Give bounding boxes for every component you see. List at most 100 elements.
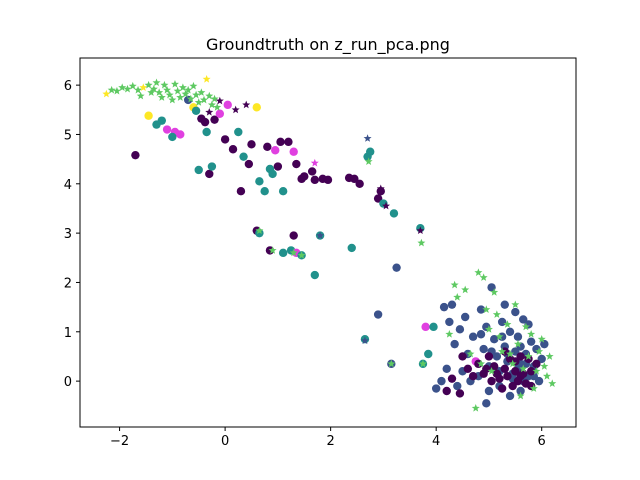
scatter-point-star (139, 83, 148, 91)
scatter-point-star (487, 367, 496, 375)
scatter-point-star (387, 359, 396, 368)
scatter-point-star (202, 75, 211, 83)
scatter-point-circle (492, 352, 502, 361)
scatter-point-star (184, 85, 193, 94)
scatter-point-star (192, 90, 201, 99)
scatter-point-star (453, 293, 462, 301)
scatter-point-star (112, 86, 121, 95)
y-tick-label: 6 (64, 79, 72, 94)
plot-frame (79, 57, 577, 428)
scatter-point-star (529, 384, 538, 392)
scatter-point-star (535, 347, 544, 355)
scatter-point-circle (511, 307, 520, 317)
scatter-point-circle (323, 175, 333, 185)
scatter-point-star (200, 95, 208, 104)
scatter-point-star (186, 94, 195, 103)
scatter-point-circle (511, 347, 520, 356)
scatter-point-star (445, 330, 454, 338)
scatter-point-circle (447, 374, 457, 383)
scatter-point-star (134, 85, 143, 94)
scatter-point-star (542, 371, 551, 380)
scatter-point-circle (162, 125, 172, 134)
scatter-point-circle (513, 332, 523, 341)
scatter-point-circle (210, 115, 219, 124)
scatter-point-circle (289, 231, 298, 240)
scatter-point-star (255, 226, 264, 235)
scatter-point-circle (497, 317, 507, 327)
y-tick-label: 1 (64, 326, 72, 341)
scatter-point-star (508, 359, 517, 368)
scatter-point-circle (490, 362, 499, 371)
scatter-point-star (492, 310, 501, 318)
scatter-point-star (376, 184, 385, 193)
scatter-point-circle (482, 364, 491, 373)
x-tick-label: 6 (538, 434, 546, 449)
scatter-point-star (316, 231, 325, 239)
scatter-point-circle (202, 127, 211, 137)
scatter-point-star (181, 89, 190, 98)
scatter-point-circle (447, 300, 457, 309)
scatter-point-circle (268, 169, 277, 179)
scatter-point-star (513, 339, 522, 348)
scatter-point-circle (273, 162, 283, 171)
scatter-point-circle (503, 371, 512, 381)
scatter-point-circle (373, 194, 383, 203)
scatter-point-star (197, 88, 206, 96)
scatter-point-circle (453, 381, 462, 391)
scatter-point-star (516, 391, 525, 400)
scatter-point-star (545, 352, 554, 360)
scatter-point-star (170, 79, 179, 88)
y-tick-label: 4 (64, 178, 72, 193)
scatter-point-circle (537, 354, 546, 364)
scatter-point-star (149, 84, 158, 93)
scatter-point-star (189, 81, 198, 90)
scatter-point-circle (455, 325, 465, 334)
scatter-point-circle (284, 137, 293, 147)
scatter-point-circle (289, 147, 298, 156)
scatter-point-star (173, 86, 182, 95)
y-tick-label: 3 (64, 227, 72, 242)
scatter-point-circle (519, 315, 528, 324)
scatter-point-star (418, 359, 427, 368)
points-layer (102, 75, 557, 412)
scatter-point-star (519, 364, 528, 373)
scatter-point-circle (310, 270, 320, 280)
scatter-point-circle (487, 283, 496, 292)
scatter-point-star (461, 285, 470, 294)
scatter-point-star (537, 334, 546, 343)
scatter-point-circle (442, 386, 451, 396)
y-tick-label: 5 (64, 128, 72, 143)
scatter-point-star (207, 100, 216, 109)
scatter-point-circle (355, 179, 364, 188)
scatter-point-circle (439, 302, 449, 312)
scatter-point-circle (442, 364, 451, 373)
scatter-point-star (498, 347, 507, 355)
scatter-point-circle (482, 399, 491, 408)
scatter-point-star (490, 288, 499, 296)
scatter-point-circle (376, 187, 385, 196)
scatter-point-circle (497, 384, 507, 393)
scatter-point-circle (526, 337, 536, 346)
scatter-point-circle (468, 371, 478, 381)
scatter-point-star (157, 93, 166, 101)
scatter-point-circle (463, 364, 473, 373)
scatter-point-circle (157, 116, 166, 125)
scatter-point-circle (526, 367, 536, 376)
scatter-point-star (511, 300, 520, 309)
scatter-point-circle (263, 142, 272, 151)
ticks-layer: −2 0 2 4 6 0 1 2 3 4 5 6 (64, 79, 546, 449)
scatter-point-circle (431, 384, 441, 393)
scatter-point-circle (131, 150, 140, 160)
scatter-point-star (160, 80, 169, 89)
scatter-point-star (477, 359, 486, 368)
scatter-point-circle (458, 352, 467, 361)
scatter-point-circle (191, 106, 201, 115)
scatter-point-star (102, 89, 111, 98)
scatter-point-star (268, 246, 277, 254)
scatter-point-star (474, 268, 483, 276)
scatter-point-star (205, 108, 214, 116)
scatter-point-star (136, 91, 145, 100)
scatter-point-star (194, 98, 203, 106)
scatter-point-circle (534, 376, 544, 386)
scatter-point-circle (429, 322, 438, 332)
